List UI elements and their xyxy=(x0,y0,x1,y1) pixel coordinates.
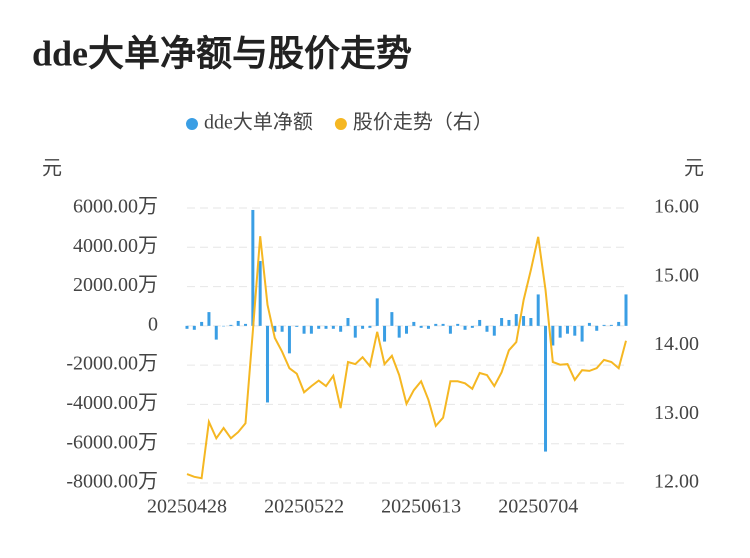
bar xyxy=(361,325,365,329)
bar xyxy=(456,323,460,326)
bar xyxy=(200,321,204,326)
bar xyxy=(353,325,357,338)
bar xyxy=(558,325,562,338)
bar xyxy=(522,316,526,326)
bar xyxy=(492,325,496,336)
y-tick-label: -4000.00万 xyxy=(66,392,158,414)
bar xyxy=(565,325,569,334)
x-tick-label: 20250428 xyxy=(147,496,227,518)
bar xyxy=(324,325,328,329)
bar xyxy=(624,294,628,326)
bar xyxy=(587,322,591,326)
y-tick-label: 0 xyxy=(148,313,158,335)
bar xyxy=(302,325,306,334)
x-tick-label: 20250522 xyxy=(264,496,344,518)
bar xyxy=(580,325,584,342)
bar xyxy=(500,318,504,326)
bar xyxy=(609,324,613,326)
bar xyxy=(536,294,540,326)
bar xyxy=(434,323,438,326)
legend: dde大单净额 股价走势（右） xyxy=(186,111,493,134)
bar xyxy=(309,325,313,334)
bar xyxy=(317,325,321,329)
bar xyxy=(573,325,577,336)
bar xyxy=(222,325,226,327)
bar xyxy=(544,325,548,452)
x-tick-label: 20250613 xyxy=(381,496,461,518)
legend-label: 股价走势（右） xyxy=(353,111,493,134)
y-tick-label: 2000.00万 xyxy=(73,274,158,296)
bar xyxy=(397,325,401,338)
bar xyxy=(441,323,445,326)
legend-marker xyxy=(334,118,347,130)
y2-tick-label: 14.00 xyxy=(654,333,699,355)
x-tick-label: 20250704 xyxy=(498,496,578,518)
legend-label: dde大单净额 xyxy=(204,111,313,134)
y-tick-label: -2000.00万 xyxy=(66,353,158,375)
bar xyxy=(383,325,387,342)
y-tick-label: -8000.00万 xyxy=(66,471,158,493)
bar xyxy=(368,325,372,328)
y-tick-label: 4000.00万 xyxy=(73,235,158,257)
bar xyxy=(331,325,335,329)
bar xyxy=(412,321,416,326)
bar xyxy=(295,325,299,327)
bar xyxy=(251,209,255,326)
y-axis-label: 元 xyxy=(42,158,62,180)
bar xyxy=(280,325,284,332)
bar xyxy=(617,321,621,326)
bar xyxy=(185,325,189,329)
price-line xyxy=(186,236,627,480)
bar xyxy=(287,325,291,354)
bar xyxy=(229,324,233,326)
bar xyxy=(375,298,379,326)
bar xyxy=(207,312,211,326)
bar xyxy=(390,312,394,326)
bar xyxy=(551,325,555,346)
y2-axis-label: 元 xyxy=(684,158,704,180)
bar xyxy=(507,319,511,326)
bar xyxy=(265,325,269,403)
bar xyxy=(192,325,196,330)
bar xyxy=(595,325,599,331)
y-tick-label: -6000.00万 xyxy=(66,431,158,453)
bar xyxy=(236,320,240,326)
bar xyxy=(214,325,218,340)
bar xyxy=(514,314,518,326)
bar xyxy=(478,319,482,326)
bar xyxy=(405,325,408,334)
bar xyxy=(602,324,606,326)
y2-tick-label: 12.00 xyxy=(654,471,699,493)
bar xyxy=(273,325,277,332)
legend-marker xyxy=(186,118,198,130)
bar xyxy=(448,325,452,334)
bar xyxy=(419,325,423,328)
bar xyxy=(258,261,262,326)
bar xyxy=(426,325,430,329)
y2-tick-label: 15.00 xyxy=(654,264,699,286)
y-tick-label: 6000.00万 xyxy=(73,196,158,218)
bar xyxy=(463,325,467,330)
bar xyxy=(470,325,474,328)
bar xyxy=(339,325,343,332)
bar xyxy=(346,318,350,326)
y2-tick-label: 13.00 xyxy=(654,402,699,424)
chart-title: dde大单净额与股价走势 xyxy=(32,33,412,73)
bar xyxy=(485,325,489,332)
y2-tick-label: 16.00 xyxy=(654,196,699,218)
bar xyxy=(529,318,533,326)
bar xyxy=(244,323,248,326)
